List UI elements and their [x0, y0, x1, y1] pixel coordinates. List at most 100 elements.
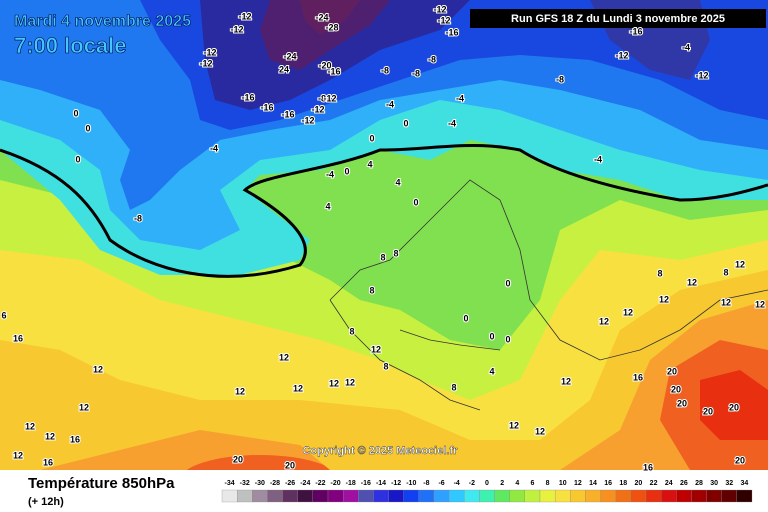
contour-label: -4: [210, 143, 218, 153]
scale-label: 12: [574, 480, 582, 487]
scale-label: 32: [725, 480, 733, 487]
scale-swatch: [736, 489, 753, 503]
contour-label: -16: [327, 66, 340, 76]
contour-label: 0: [344, 166, 349, 176]
scale-swatch: [418, 489, 435, 503]
scale-label: -34: [225, 480, 235, 487]
contour-label: 20: [703, 406, 713, 416]
contour-label: 8: [393, 248, 398, 258]
scale-swatch: [297, 489, 314, 503]
scale-label: 22: [650, 480, 658, 487]
scale-label: -2: [469, 480, 475, 487]
scale-swatch: [600, 489, 616, 503]
scale-label: -28: [270, 480, 280, 487]
contour-label: 12: [45, 431, 55, 441]
contour-label: 12: [535, 426, 545, 436]
contour-label: 4: [489, 366, 494, 376]
contour-label: -8: [556, 74, 564, 84]
color-scale: -34 -32 -30 -28 -26 -24 -22 -20 -18 -16 -14 -12 -10-…: [221, 480, 753, 503]
contour-label: -12: [433, 4, 446, 14]
contour-label: -16: [445, 27, 458, 37]
contour-label: 20: [677, 398, 687, 408]
scale-label: -10: [406, 480, 416, 487]
scale-label: 26: [680, 480, 688, 487]
scale-label: 24: [665, 480, 673, 487]
scale-label: -6: [438, 480, 444, 487]
contour-label: 8: [723, 267, 728, 277]
contour-label: 12: [371, 344, 381, 354]
scale-swatch: [433, 489, 450, 503]
contour-label: -20: [318, 60, 331, 70]
scale-swatch: [706, 489, 722, 503]
contour-label: -16: [281, 109, 294, 119]
scale-label: 6: [530, 480, 534, 487]
scale-label: 4: [515, 480, 519, 487]
run-box: [470, 9, 766, 28]
contour-label: 6: [1, 310, 6, 320]
contour-label: 12: [79, 402, 89, 412]
contour-label: 16: [70, 434, 80, 444]
contour-label: -8: [318, 93, 326, 103]
scale-label: 28: [695, 480, 703, 487]
contour-label: 4: [395, 177, 400, 187]
scale-swatch: [282, 489, 298, 503]
scale-swatch: [448, 489, 465, 503]
map-time: 7:00 locale: [14, 33, 127, 58]
scale-swatch: [494, 489, 510, 503]
contour-label: -4: [456, 93, 464, 103]
footer-title: Température 850hPa: [28, 475, 175, 492]
scale-swatch: [342, 489, 359, 503]
contour-label: 20: [233, 454, 243, 464]
contour-label: -16: [241, 92, 254, 102]
scale-swatch: [660, 489, 677, 503]
contour-label: 0: [369, 133, 374, 143]
contour-label: 16: [13, 333, 23, 343]
contour-label: 12: [329, 378, 339, 388]
contour-label: 12: [25, 421, 35, 431]
scale-swatch: [312, 489, 329, 503]
scale-swatch: [464, 489, 480, 503]
contour-label: -4: [386, 99, 394, 109]
contour-label: -12: [230, 24, 243, 34]
scale-swatch: [267, 489, 283, 503]
contour-label: -12: [311, 104, 324, 114]
scale-label: -30: [255, 480, 265, 487]
footer-lead: (+ 12h): [28, 496, 64, 508]
contour-label: 24: [279, 64, 289, 74]
contour-label: 0: [489, 331, 494, 341]
zone: [260, 0, 390, 70]
scale-label: 16: [604, 480, 612, 487]
zone: [300, 0, 360, 35]
contour-label: 12: [93, 364, 103, 374]
contour-label: 4: [325, 201, 330, 211]
scale-label: 8: [546, 480, 550, 487]
contour-label: -4: [448, 118, 456, 128]
scale-label: -32: [240, 480, 250, 487]
zero-isotherm: [0, 144, 768, 278]
scale-label: -8: [423, 480, 429, 487]
scale-swatch: [570, 489, 586, 503]
contour-label: 12: [735, 259, 745, 269]
contour-label: 12: [279, 352, 289, 362]
scale-swatch: [721, 489, 738, 503]
scale-swatch: [615, 489, 632, 503]
scale-swatch: [509, 489, 526, 503]
contour-label: -24: [315, 12, 328, 22]
contour-label: -24: [283, 51, 296, 61]
scale-label: 10: [559, 480, 567, 487]
scale-label: -14: [376, 480, 386, 487]
run-info: Run GFS 18 Z du Lundi 3 novembre 2025: [511, 13, 725, 25]
scale-label: -20: [331, 480, 341, 487]
scale-label: 18: [619, 480, 627, 487]
contour-label: 0: [75, 154, 80, 164]
scale-swatch: [358, 489, 374, 503]
scale-swatch: [691, 489, 707, 503]
scale-swatch: [585, 489, 601, 503]
contour-label: -8: [381, 65, 389, 75]
contour-label: 12: [561, 376, 571, 386]
contour-label: 20: [729, 402, 739, 412]
contour-label: 0: [505, 278, 510, 288]
scale-label: -12: [391, 480, 401, 487]
contour-label: -12: [301, 115, 314, 125]
